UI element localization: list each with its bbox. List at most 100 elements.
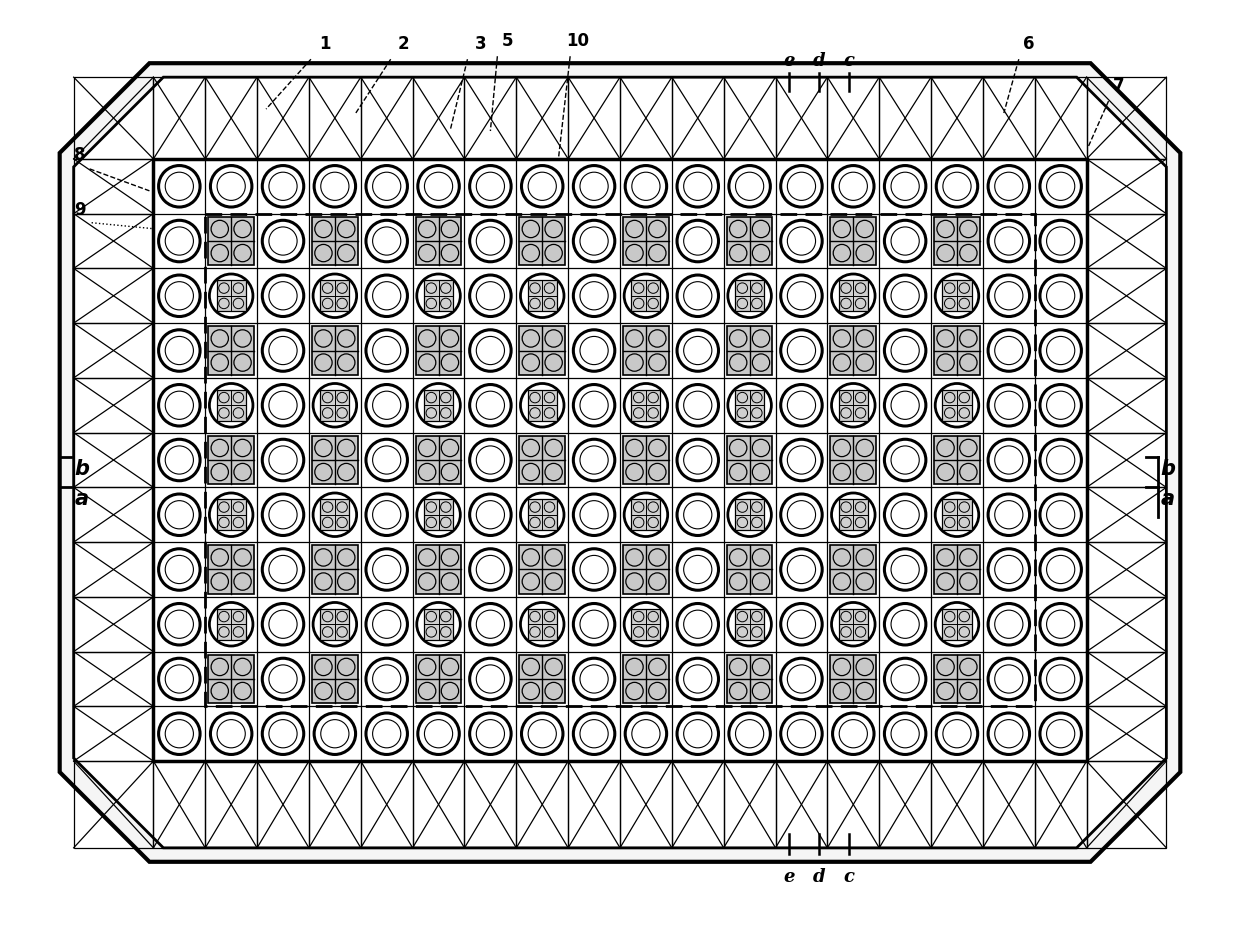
Bar	[934, 327, 980, 375]
Bar	[528, 280, 557, 311]
Bar	[415, 436, 461, 484]
Bar	[934, 436, 980, 484]
Bar	[312, 436, 357, 484]
Bar	[727, 436, 773, 484]
Bar	[620, 761, 672, 848]
Bar	[309, 761, 361, 848]
Bar	[831, 546, 877, 594]
Bar	[516, 761, 568, 848]
Bar	[154, 761, 206, 848]
Bar	[424, 390, 453, 421]
Bar	[415, 546, 461, 594]
Text: c: c	[843, 52, 854, 70]
Bar	[73, 761, 154, 848]
Bar	[942, 390, 971, 421]
Bar	[1034, 761, 1086, 848]
Bar	[1086, 542, 1167, 597]
Text: 2: 2	[398, 35, 409, 54]
Bar	[520, 546, 565, 594]
Bar	[208, 436, 254, 484]
Bar	[827, 77, 879, 159]
Bar	[724, 77, 775, 159]
Bar	[775, 761, 827, 848]
Bar	[154, 77, 206, 159]
Bar	[735, 390, 764, 421]
Bar	[727, 327, 773, 375]
Text: a: a	[1161, 489, 1174, 509]
Text: 6: 6	[1023, 35, 1034, 54]
Bar	[672, 761, 724, 848]
Bar	[838, 280, 868, 311]
Text: e: e	[784, 868, 795, 886]
Bar	[73, 597, 154, 651]
Bar	[942, 609, 971, 639]
Bar	[520, 217, 565, 265]
Bar	[73, 159, 154, 214]
Bar	[424, 280, 453, 311]
Bar	[631, 280, 661, 311]
Bar	[568, 77, 620, 159]
Bar	[1086, 323, 1167, 378]
Bar	[831, 655, 877, 703]
Text: a: a	[74, 489, 89, 509]
Bar	[931, 761, 983, 848]
Bar	[528, 390, 557, 421]
Bar	[309, 77, 361, 159]
Bar	[735, 609, 764, 639]
Text: 10: 10	[567, 32, 589, 50]
Bar	[413, 761, 465, 848]
Bar	[312, 546, 357, 594]
Bar	[520, 655, 565, 703]
Bar	[942, 280, 971, 311]
Bar	[727, 217, 773, 265]
Bar	[620, 77, 672, 159]
Bar	[735, 280, 764, 311]
Bar	[516, 77, 568, 159]
Bar	[983, 77, 1034, 159]
Bar	[413, 77, 465, 159]
Bar	[624, 327, 668, 375]
Bar	[208, 546, 254, 594]
Bar	[361, 77, 413, 159]
Bar	[206, 761, 257, 848]
Bar	[312, 217, 357, 265]
Bar	[208, 217, 254, 265]
Bar	[320, 280, 350, 311]
Text: 3: 3	[475, 35, 486, 54]
Bar	[208, 327, 254, 375]
Bar	[208, 655, 254, 703]
Text: 1: 1	[319, 35, 330, 54]
Bar	[424, 500, 453, 530]
Bar	[942, 500, 971, 530]
Bar	[879, 761, 931, 848]
Bar	[934, 217, 980, 265]
Bar	[831, 217, 877, 265]
Bar	[257, 77, 309, 159]
Bar	[631, 390, 661, 421]
Bar	[1034, 77, 1086, 159]
Bar	[727, 546, 773, 594]
Bar	[624, 436, 668, 484]
Bar	[73, 651, 154, 707]
Bar	[217, 390, 246, 421]
Bar	[568, 761, 620, 848]
Bar	[1086, 487, 1167, 542]
Bar	[1086, 707, 1167, 761]
Bar	[624, 217, 668, 265]
Bar	[775, 77, 827, 159]
Bar	[528, 609, 557, 639]
Bar	[257, 761, 309, 848]
Bar	[831, 436, 877, 484]
Text: c: c	[843, 868, 854, 886]
Bar	[320, 390, 350, 421]
Bar	[73, 487, 154, 542]
Bar	[73, 77, 154, 159]
Bar	[624, 655, 668, 703]
Bar	[217, 280, 246, 311]
Bar	[672, 77, 724, 159]
Text: 7: 7	[1112, 77, 1125, 95]
Bar	[838, 500, 868, 530]
Bar	[1086, 651, 1167, 707]
Bar	[73, 323, 154, 378]
Text: 9: 9	[73, 201, 86, 218]
